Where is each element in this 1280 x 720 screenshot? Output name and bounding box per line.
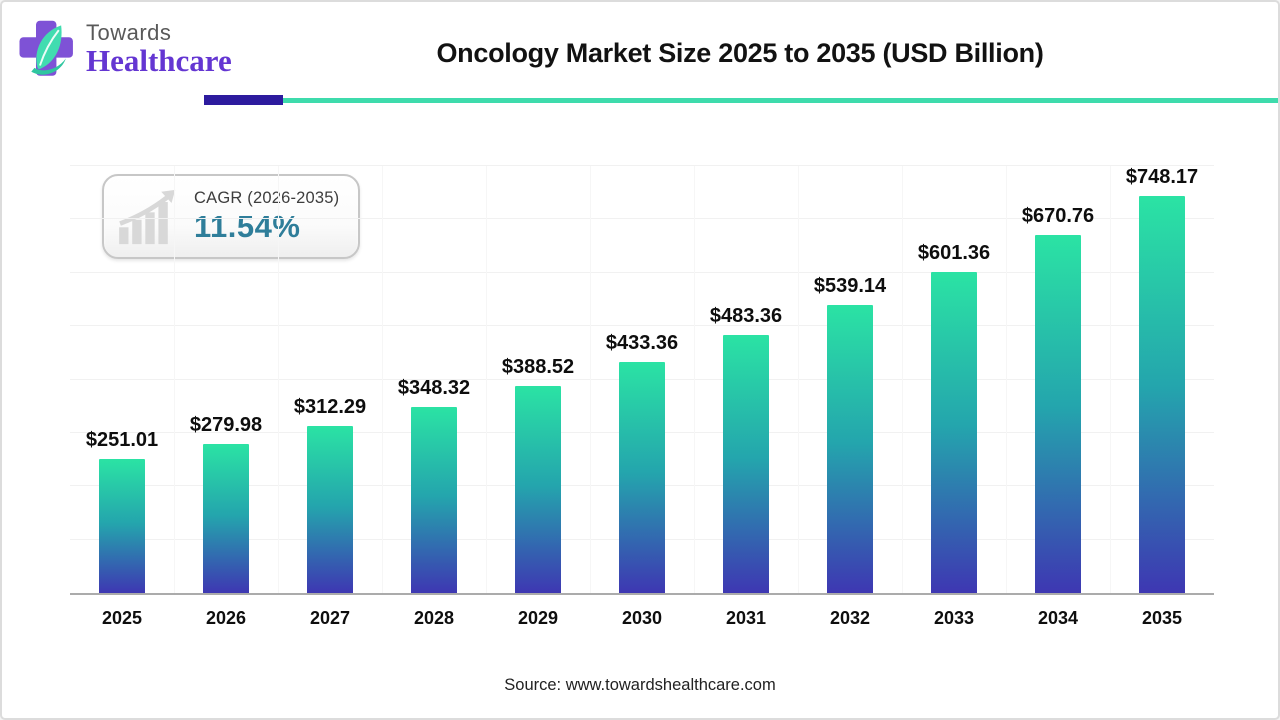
bar-value-label-2034: $670.76 bbox=[1021, 204, 1095, 227]
bar-column-2026: $279.98 bbox=[174, 166, 278, 593]
plot-area: $251.01 $279.98 $312.29 $348.32 $388.52 $433.… bbox=[70, 165, 1214, 595]
x-axis-label-2030: 2030 bbox=[621, 608, 663, 628]
bar-2033 bbox=[931, 272, 977, 593]
vertical-gridline bbox=[382, 166, 383, 593]
bar-2034 bbox=[1035, 234, 1081, 593]
bar-2026 bbox=[203, 443, 249, 593]
bar-2027 bbox=[307, 426, 353, 593]
bar-value-label-2032: $539.14 bbox=[813, 275, 887, 298]
source-attribution: Source: www.towardshealthcare.com bbox=[504, 676, 776, 694]
bar-2028 bbox=[411, 407, 457, 593]
vertical-gridline bbox=[1110, 166, 1111, 593]
bar-2035 bbox=[1139, 196, 1185, 593]
x-axis-label-2026: 2026 bbox=[205, 608, 247, 628]
x-axis: 2025 2026 2027 2028 2029 2030 2031 2032 2033 2034… bbox=[70, 608, 1214, 629]
bar-value-label-2028: $348.32 bbox=[397, 377, 471, 400]
x-axis-label-2031: 2031 bbox=[725, 608, 767, 628]
gridline-700 bbox=[70, 218, 1214, 220]
bar-column-2029: $388.52 bbox=[486, 166, 590, 593]
gridline-500 bbox=[70, 325, 1214, 327]
bar-2025 bbox=[99, 459, 145, 593]
vertical-gridline bbox=[590, 166, 591, 593]
bar-value-label-2029: $388.52 bbox=[501, 355, 575, 378]
bar-value-label-2027: $312.29 bbox=[293, 396, 367, 419]
x-axis-label-2027: 2027 bbox=[309, 608, 351, 628]
cagr-badge: CAGR (2026-2035) 11.54% bbox=[102, 174, 360, 259]
vertical-gridline bbox=[694, 166, 695, 593]
x-axis-label-2033: 2033 bbox=[933, 608, 975, 628]
x-axis-label-2025: 2025 bbox=[101, 608, 143, 628]
bar-2032 bbox=[827, 305, 873, 593]
gridline-600 bbox=[70, 271, 1214, 273]
title-underline-indigo bbox=[204, 95, 283, 105]
cagr-texts: CAGR (2026-2035) 11.54% bbox=[194, 189, 339, 245]
bar-2030 bbox=[619, 361, 665, 593]
bar-column-2031: $483.36 bbox=[694, 166, 798, 593]
bar-column-2027: $312.29 bbox=[278, 166, 382, 593]
page-title: Oncology Market Size 2025 to 2035 (USD B… bbox=[436, 38, 1044, 68]
bar-column-2033: $601.36 bbox=[902, 166, 1006, 593]
gridline-800 bbox=[70, 165, 1214, 166]
vertical-gridline bbox=[902, 166, 903, 593]
bar-column-2025: $251.01 bbox=[70, 166, 174, 593]
x-axis-label-2035: 2035 bbox=[1141, 608, 1183, 628]
bar-column-2034: $670.76 bbox=[1006, 166, 1110, 593]
vertical-gridline bbox=[174, 166, 175, 593]
bar-column-2035: $748.17 bbox=[1110, 166, 1214, 593]
healthcare-cross-leaf-icon bbox=[19, 20, 73, 76]
bar-value-label-2031: $483.36 bbox=[709, 305, 783, 328]
x-axis-label-2028: 2028 bbox=[413, 608, 455, 628]
bar-value-label-2035: $748.17 bbox=[1125, 166, 1199, 188]
bar-value-label-2026: $279.98 bbox=[189, 413, 263, 436]
bar-column-2032: $539.14 bbox=[798, 166, 902, 593]
brand-name-towards: Towards bbox=[86, 19, 172, 45]
footer: Source: www.towardshealthcare.com bbox=[2, 676, 1278, 695]
cagr-period-label: CAGR (2026-2035) bbox=[194, 188, 340, 207]
x-axis-label-2032: 2032 bbox=[829, 608, 871, 628]
vertical-gridline bbox=[1006, 166, 1007, 593]
brand-wordmark: Towards Healthcare bbox=[86, 21, 232, 78]
title-underline-teal bbox=[283, 98, 1278, 103]
growth-chart-icon bbox=[119, 189, 176, 244]
bar-column-2028: $348.32 bbox=[382, 166, 486, 593]
bar-2029 bbox=[515, 385, 561, 593]
vertical-gridline bbox=[278, 166, 279, 593]
x-axis-label-2029: 2029 bbox=[517, 608, 559, 628]
brand-logo: Towards Healthcare bbox=[14, 12, 232, 86]
header: Oncology Market Size 2025 to 2035 (USD B… bbox=[207, 38, 1273, 69]
bar-column-2030: $433.36 bbox=[590, 166, 694, 593]
vertical-gridline bbox=[486, 166, 487, 593]
brand-name-healthcare: Healthcare bbox=[86, 42, 232, 78]
x-axis-label-2034: 2034 bbox=[1037, 608, 1079, 628]
cagr-value: 11.54% bbox=[194, 208, 301, 244]
bar-value-label-2025: $251.01 bbox=[85, 429, 159, 452]
bar-value-label-2030: $433.36 bbox=[605, 331, 679, 354]
bar-value-label-2033: $601.36 bbox=[917, 242, 991, 265]
bars-row: $251.01 $279.98 $312.29 $348.32 $388.52 $433.… bbox=[70, 166, 1214, 593]
vertical-gridline bbox=[798, 166, 799, 593]
bar-2031 bbox=[723, 335, 769, 593]
